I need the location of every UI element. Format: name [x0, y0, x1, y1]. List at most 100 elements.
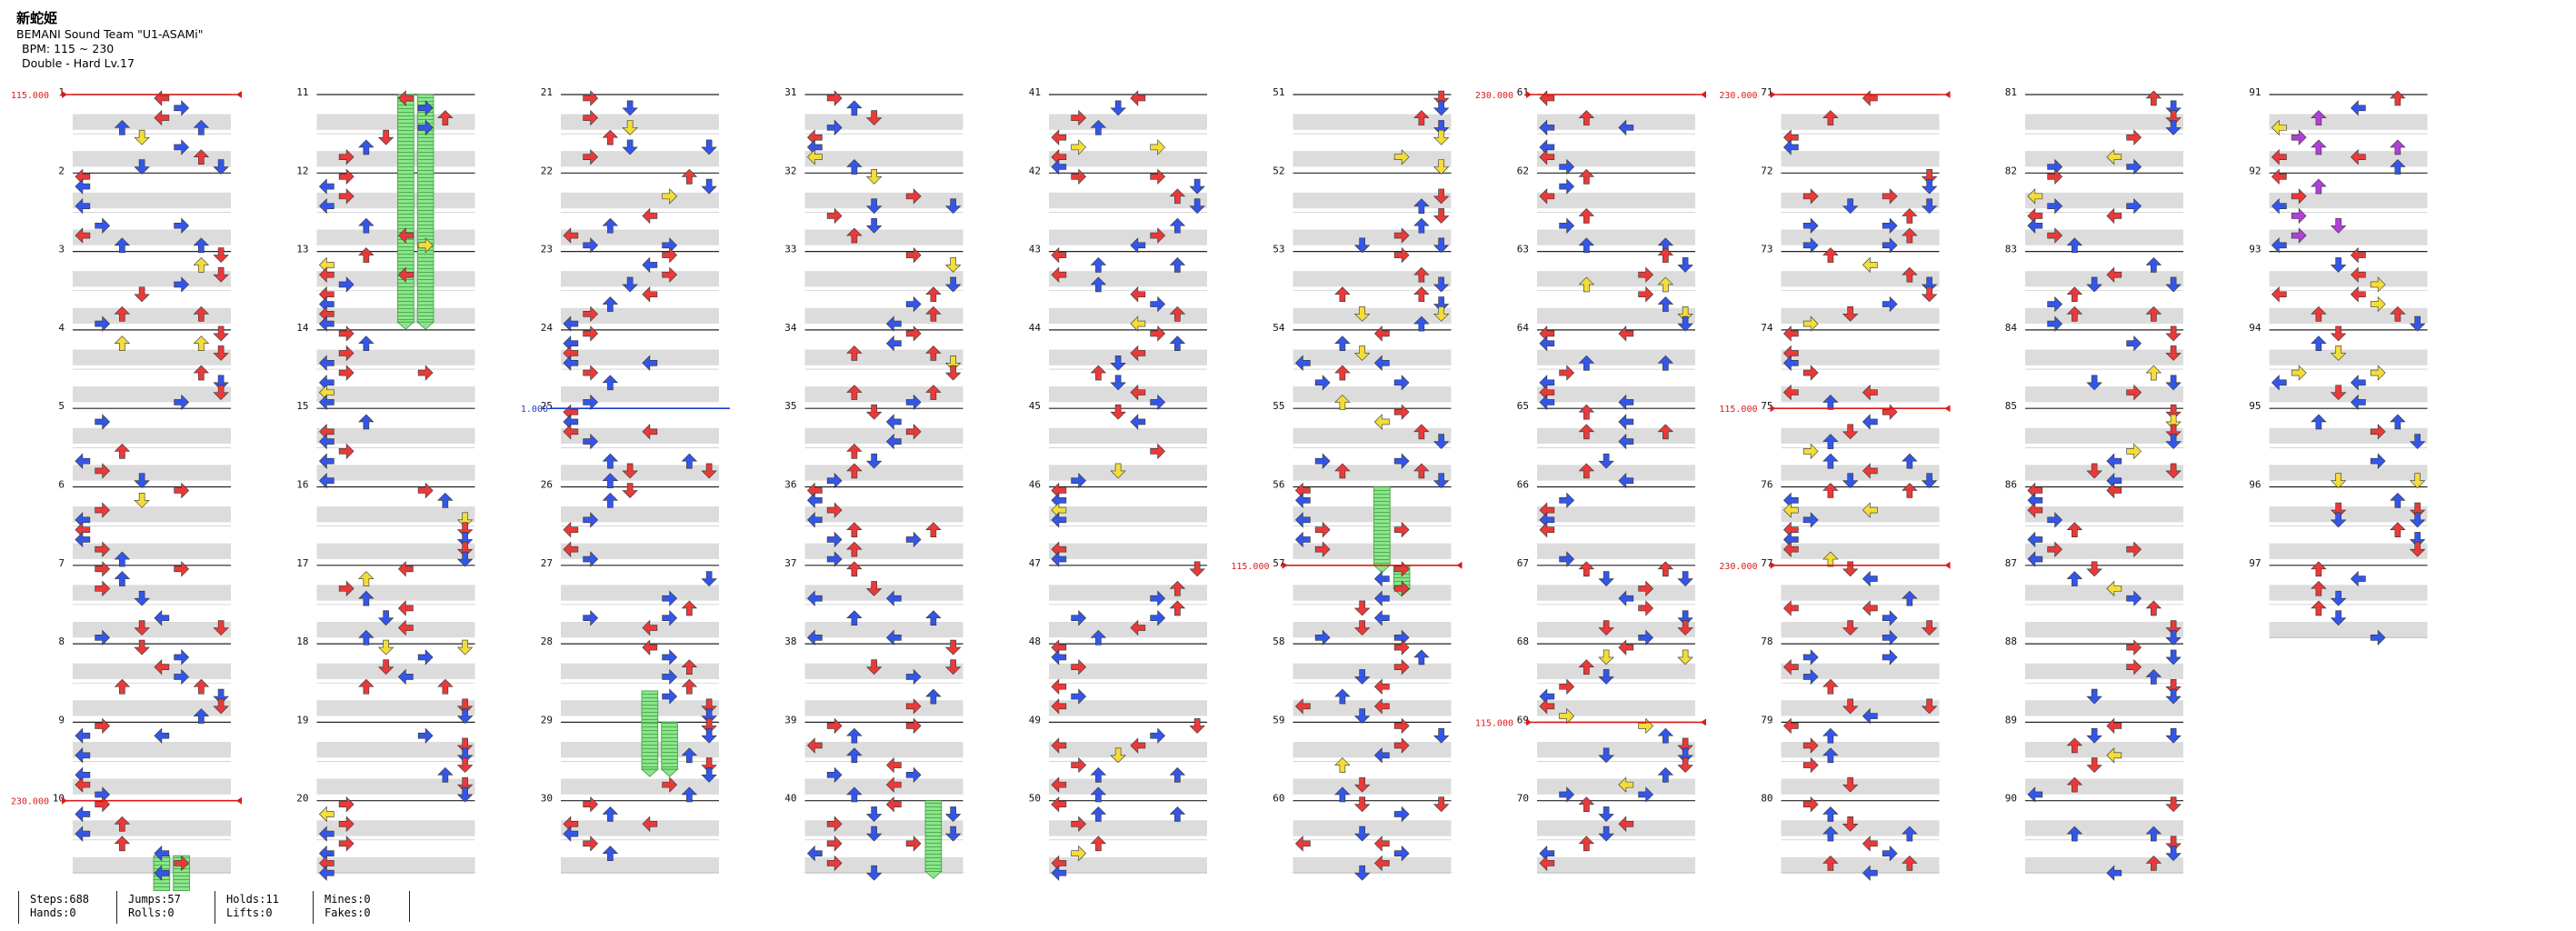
step-arrow	[1150, 168, 1166, 185]
arrow-shape	[622, 120, 638, 135]
step-arrow	[2165, 375, 2182, 391]
step-arrow	[905, 188, 922, 205]
arrow-shape	[2086, 757, 2102, 773]
step-arrow	[2086, 757, 2102, 773]
measure-stripe	[1049, 192, 1207, 209]
arrow-shape	[2126, 158, 2142, 175]
arrow-shape	[1150, 295, 1166, 313]
measure-number: 31	[784, 86, 796, 98]
step-arrow	[905, 717, 922, 735]
step-arrow	[1413, 217, 1430, 234]
step-arrow	[1578, 276, 1595, 293]
arrow-shape	[1071, 658, 1087, 676]
arrow-shape	[1294, 492, 1311, 509]
step-arrow	[358, 590, 374, 606]
step-arrow	[1090, 836, 1107, 852]
arrow-shape	[583, 433, 599, 450]
bpm-tick	[1944, 561, 1951, 569]
arrow-shape	[2370, 424, 2386, 440]
arrow-shape	[193, 149, 210, 165]
step-arrow	[1393, 580, 1410, 597]
measure-number: 12	[296, 165, 308, 176]
arrow-shape	[1578, 276, 1595, 293]
measure-number: 11	[296, 86, 308, 98]
step-arrow	[846, 610, 863, 626]
step-arrow	[1433, 434, 1450, 449]
step-arrow	[826, 90, 843, 106]
arrow-shape	[1578, 796, 1595, 813]
step-arrow	[1071, 658, 1087, 676]
arrow-shape	[1862, 384, 1878, 401]
arrow-shape	[397, 266, 414, 283]
step-arrow	[154, 610, 170, 626]
step-arrow	[1130, 619, 1146, 636]
arrow-shape	[2145, 305, 2162, 322]
arrow-shape	[1051, 246, 1067, 264]
measure-stripe	[804, 778, 964, 795]
arrow-shape	[2311, 580, 2327, 596]
arrow-shape	[1578, 168, 1595, 185]
arrow-shape	[2145, 90, 2162, 106]
arrow-shape	[1071, 610, 1087, 626]
arrow-shape	[905, 836, 922, 852]
arrow-shape	[1169, 806, 1186, 822]
arrow-shape	[1657, 355, 1674, 371]
arrow-shape	[1294, 698, 1311, 715]
measure-stripe	[2025, 856, 2183, 874]
arrow-shape	[642, 639, 658, 656]
step-arrow	[1433, 129, 1450, 145]
stat-lifts: Lifts:0	[226, 906, 273, 919]
arrow-shape	[1334, 463, 1351, 479]
arrow-shape	[2165, 836, 2182, 852]
measure-stripe	[561, 621, 719, 638]
step-arrow	[1071, 168, 1087, 185]
step-arrow	[2106, 580, 2122, 597]
arrow-shape	[642, 424, 658, 440]
step-arrow	[826, 472, 843, 489]
step-arrow	[114, 678, 131, 695]
arrow-shape	[1169, 580, 1186, 596]
measure-stripe	[1293, 585, 1452, 601]
arrow-shape	[1393, 639, 1410, 656]
step-arrow	[1353, 306, 1371, 322]
step-arrow	[1618, 639, 1634, 656]
arrow-shape	[806, 629, 823, 646]
arrow-shape	[1353, 796, 1371, 813]
arrow-shape	[2330, 610, 2347, 626]
step-arrow	[1294, 492, 1311, 509]
step-arrow	[1373, 325, 1390, 342]
step-arrow	[1353, 669, 1371, 685]
step-arrow	[662, 188, 678, 205]
step-arrow	[213, 385, 229, 401]
step-arrow	[681, 600, 698, 616]
arrow-shape	[1539, 149, 1555, 165]
arrow-shape	[193, 678, 210, 695]
step-arrow	[1882, 845, 1898, 862]
step-arrow	[846, 463, 863, 479]
arrow-shape	[2350, 246, 2366, 264]
step-arrow	[1393, 375, 1410, 391]
measure-stripe	[2269, 465, 2428, 481]
step-arrow	[1862, 414, 1878, 430]
arrow-shape	[1802, 649, 1819, 666]
measure-number: 18	[296, 636, 308, 647]
arrow-shape	[865, 581, 883, 596]
arrow-shape	[681, 747, 698, 764]
step-arrow	[2330, 257, 2347, 273]
arrow-shape	[701, 178, 717, 195]
step-arrow	[174, 394, 190, 411]
measure-stripe	[804, 349, 964, 365]
arrow-shape	[1638, 629, 1654, 646]
arrow-shape	[583, 796, 599, 813]
bpm-tick	[1282, 561, 1288, 569]
step-arrow	[377, 610, 394, 626]
arrow-shape	[1393, 227, 1410, 244]
measure-stripe	[2025, 307, 2183, 324]
step-arrow	[2165, 463, 2182, 479]
arrow-shape	[338, 836, 354, 852]
step-arrow	[2027, 217, 2043, 234]
arrow-shape	[75, 178, 91, 195]
step-arrow	[318, 433, 334, 450]
step-arrow	[1334, 757, 1351, 773]
arrow-shape	[905, 668, 922, 686]
